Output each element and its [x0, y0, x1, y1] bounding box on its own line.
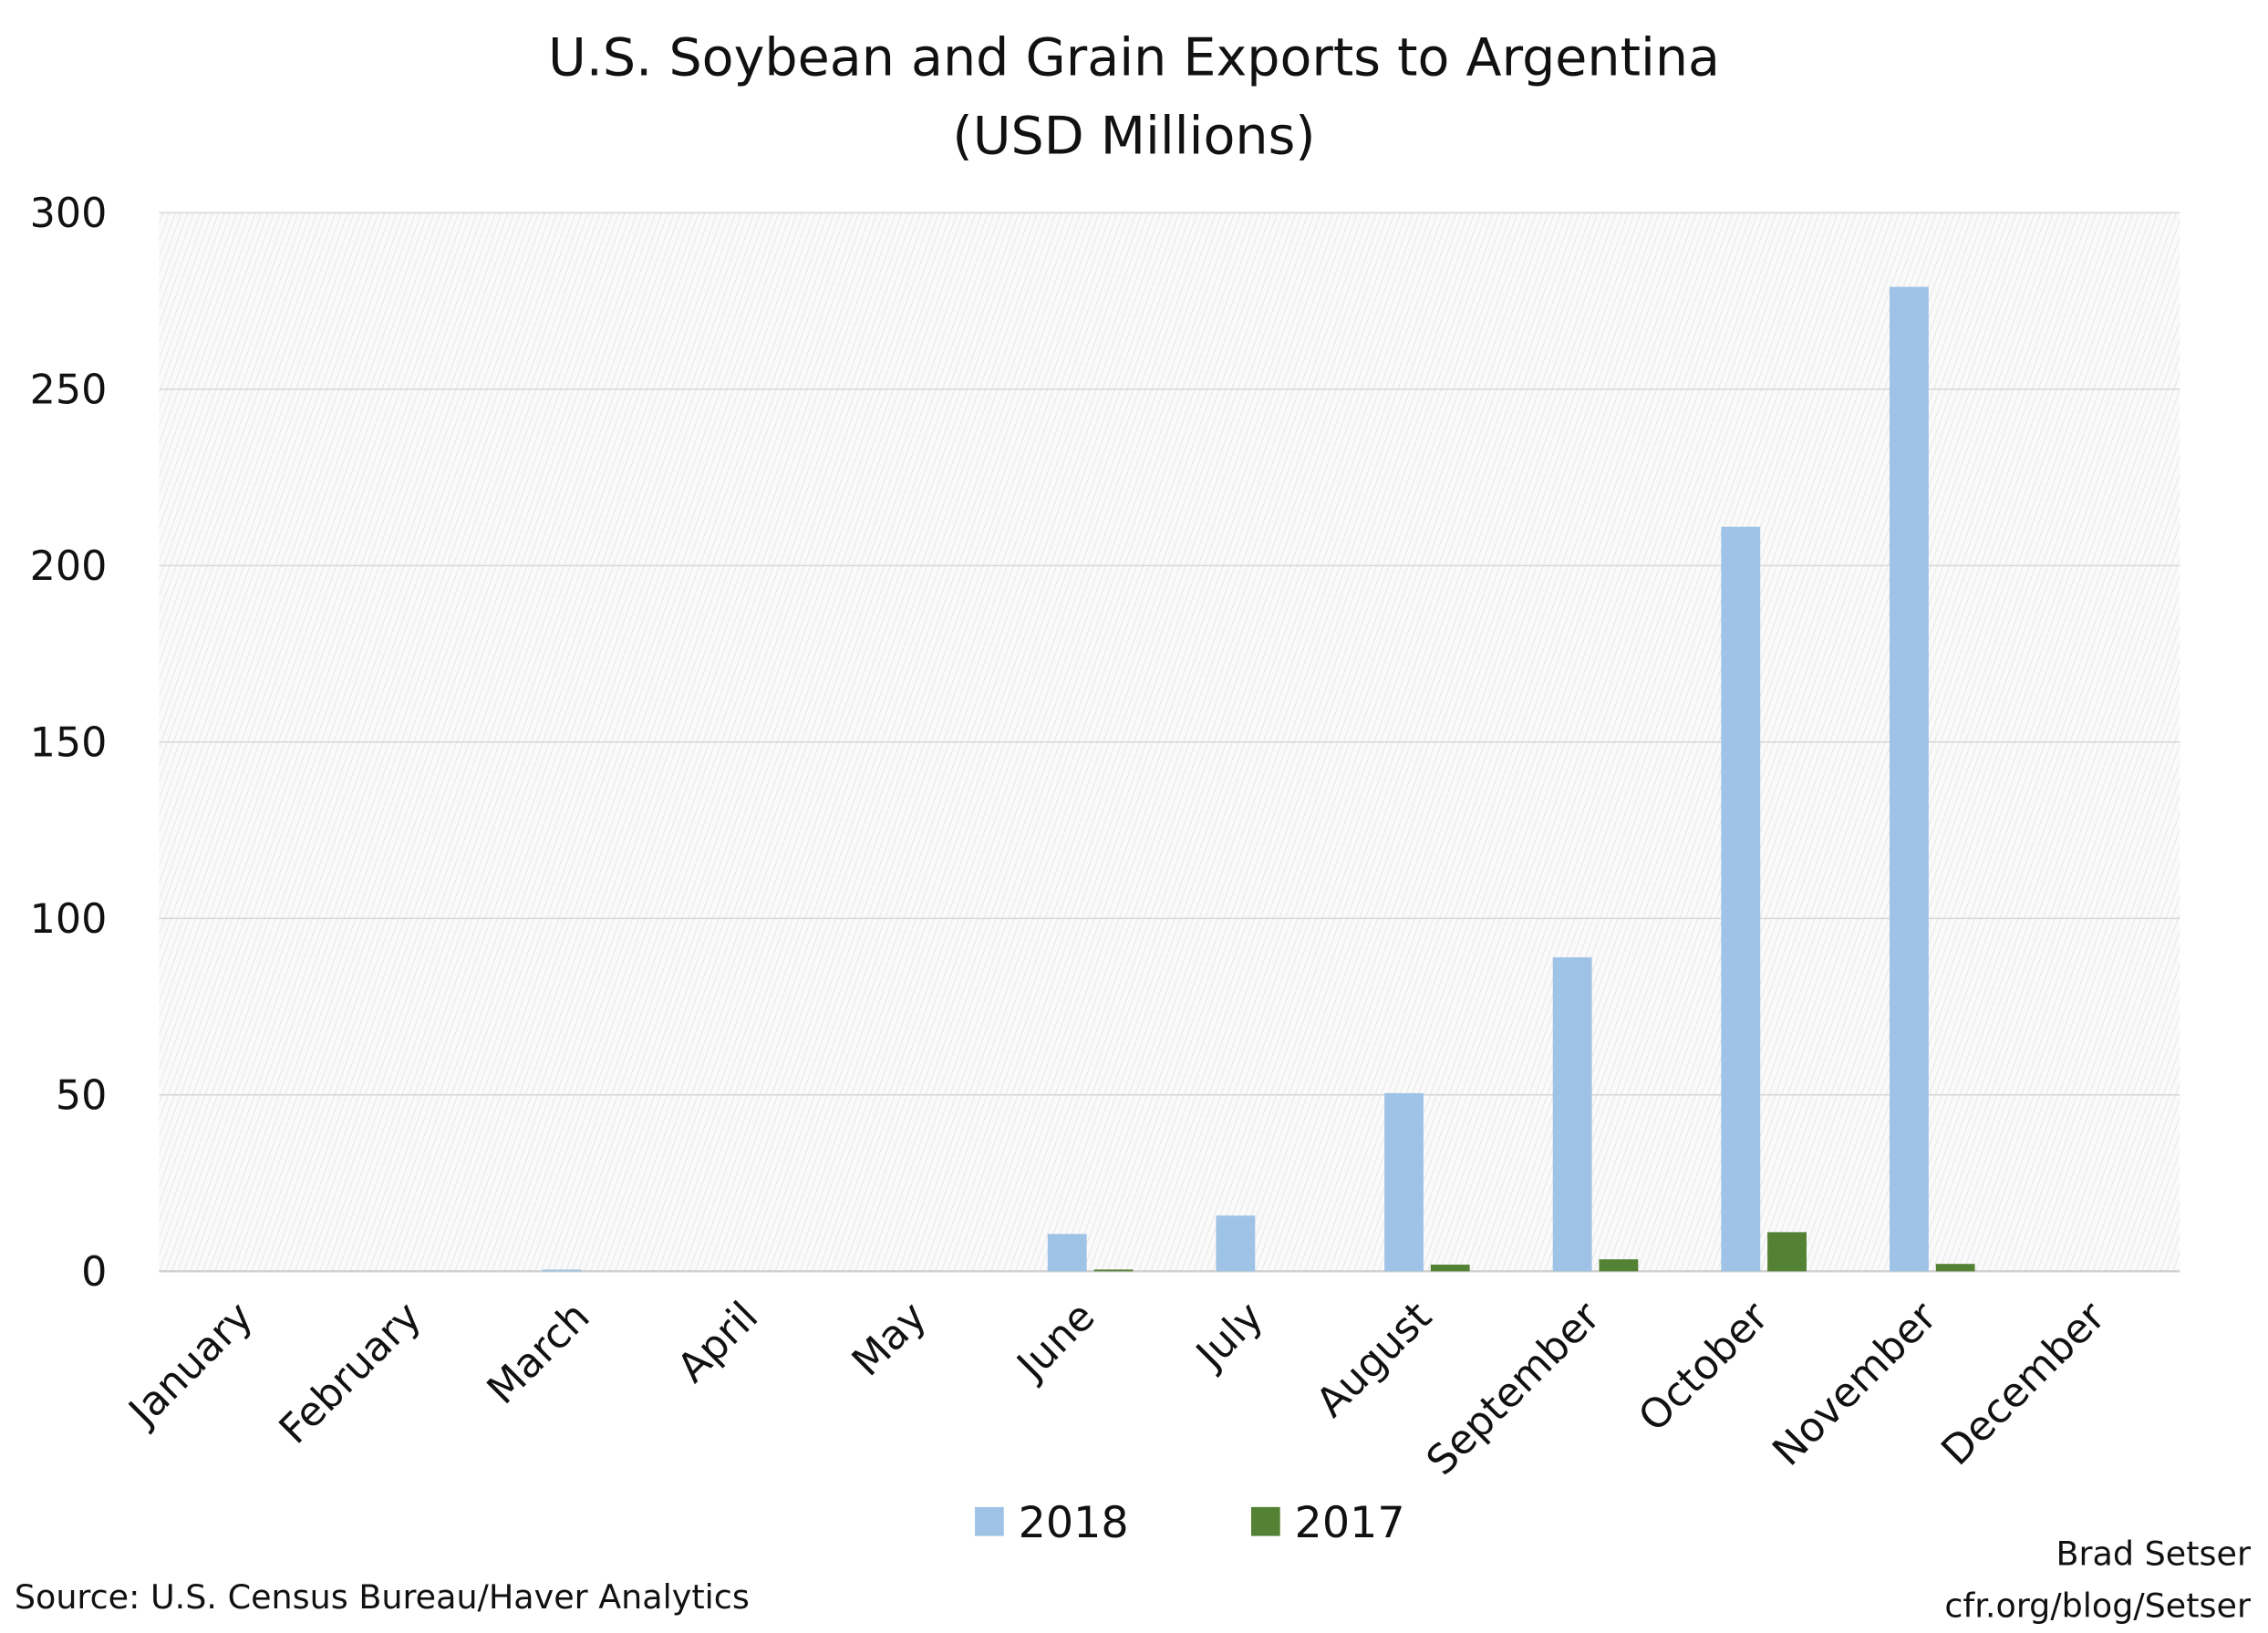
bar-2017-september: [1599, 1259, 1639, 1272]
bar-2018-august: [1384, 1092, 1424, 1272]
y-tick-label: 250: [30, 367, 108, 414]
x-tick-label: June: [1007, 1293, 1104, 1390]
legend-label-2018: 2018: [1019, 1498, 1129, 1548]
y-tick-label: 200: [30, 543, 108, 590]
chart-subtitle: (USD Millions): [952, 106, 1315, 166]
x-tick-label: July: [1186, 1293, 1272, 1380]
y-tick-label: 300: [30, 191, 108, 237]
x-tick-label: November: [1764, 1293, 1946, 1475]
bar-2018-july: [1216, 1215, 1256, 1272]
bar-2017-august: [1430, 1264, 1470, 1272]
x-tick-label: October: [1630, 1293, 1777, 1441]
legend-swatch-2017: [1250, 1506, 1280, 1536]
bar-2017-june: [1093, 1269, 1134, 1272]
source-note: Source: U.S. Census Bureau/Haver Analyti…: [15, 1577, 750, 1617]
y-tick-label: 150: [30, 720, 108, 767]
bar-2018-october: [1721, 526, 1761, 1272]
y-tick-label: 0: [81, 1249, 107, 1296]
legend-label-2017: 2017: [1295, 1498, 1405, 1548]
x-tick-label: September: [1418, 1293, 1610, 1484]
bar-2018-november: [1890, 286, 1929, 1272]
chart-title: U.S. Soybean and Grain Exports to Argent…: [548, 28, 1720, 88]
legend-swatch-2018: [975, 1506, 1004, 1536]
x-tick-label: December: [1932, 1293, 2114, 1474]
x-tick-label: August: [1308, 1293, 1441, 1426]
y-tick-label: 100: [30, 896, 108, 943]
bar-2018-march: [542, 1269, 582, 1272]
credit-name: Brad Setser: [2056, 1534, 2251, 1573]
bar-2017-november: [1935, 1264, 1975, 1272]
bar-2018-september: [1552, 956, 1592, 1272]
y-tick-label: 50: [56, 1073, 108, 1120]
bar-2017-october: [1767, 1232, 1807, 1272]
legend: 2018 2017: [975, 1498, 1405, 1548]
x-tick-label: January: [119, 1293, 262, 1436]
x-tick-label: April: [668, 1293, 767, 1391]
x-tick-label: March: [479, 1293, 599, 1413]
x-tick-label: May: [844, 1293, 936, 1385]
x-tick-label: February: [271, 1293, 430, 1452]
credit-url: cfr.org/blog/Setser: [1944, 1586, 2251, 1625]
bar-2018-june: [1047, 1234, 1087, 1272]
